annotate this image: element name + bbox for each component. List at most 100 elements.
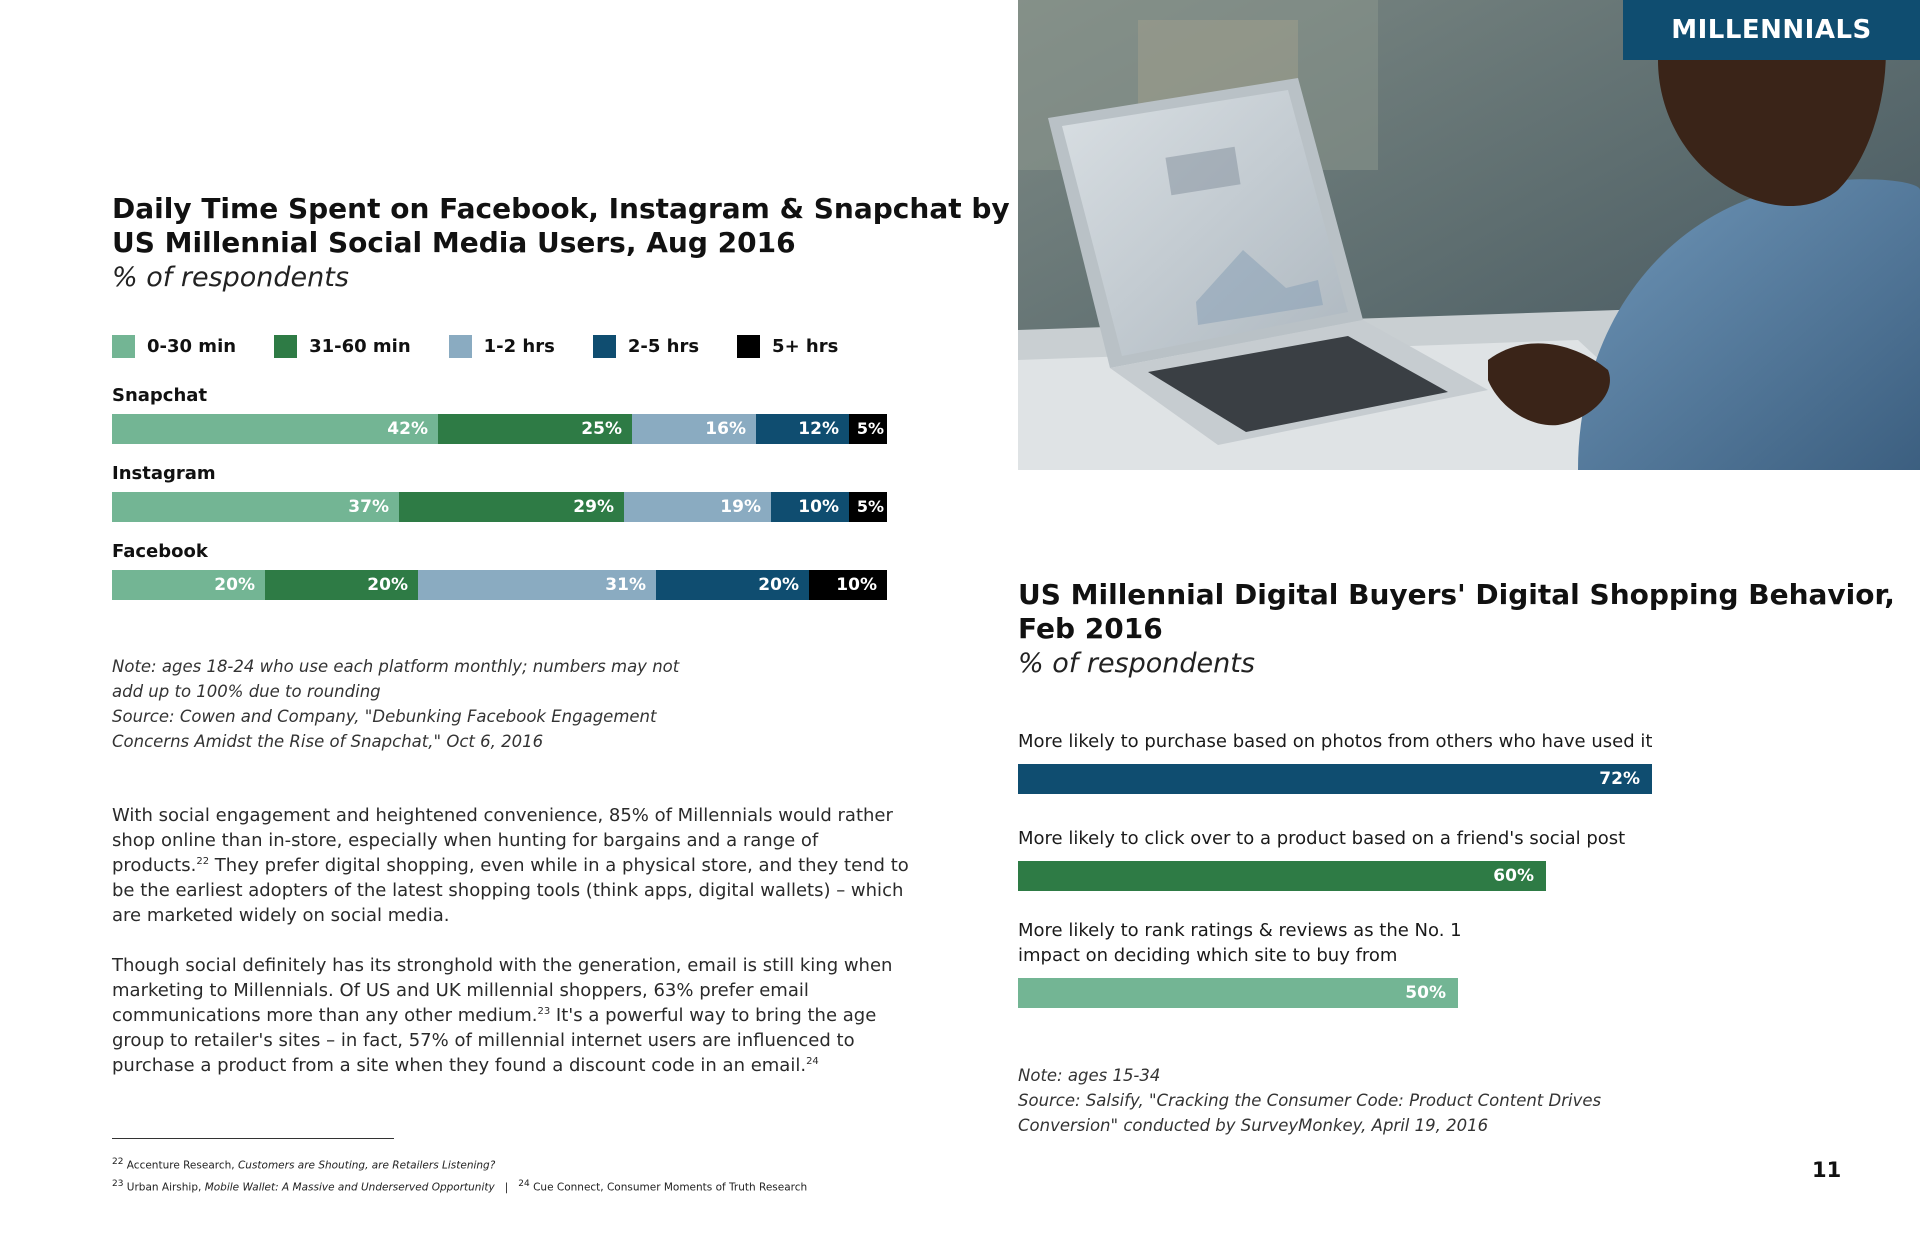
platform-label-snapchat: Snapchat — [112, 385, 208, 406]
footnote-separator: | — [504, 1181, 509, 1193]
behavior-label-friend-post: More likely to click over to a product b… — [1018, 826, 1625, 851]
behavior-value-ratings: 50% — [1405, 983, 1446, 1003]
behavior-bar-photos: 72% — [1018, 764, 1652, 794]
footnote-ref-22: 22 — [196, 856, 210, 867]
bar-segment-snapchat-5plus: 5% — [849, 414, 887, 444]
chart1-title-line2: US Millennial Social Media Users, Aug 20… — [112, 226, 796, 259]
legend-item-2-5: 2-5 hrs — [592, 335, 700, 358]
body-p2-mid: It's a powerful way to bring the age gro… — [112, 1005, 877, 1076]
platform-label-instagram: Instagram — [112, 463, 216, 484]
chart2-source-line1: Source: Salsify, "Cracking the Consumer … — [1018, 1091, 1602, 1110]
footnote-ref-23: 23 — [537, 1006, 551, 1017]
bar-segment-snapchat-31-60: 25% — [438, 414, 632, 444]
bar-value-label: 10% — [836, 575, 877, 595]
bar-segment-instagram-1-2: 19% — [624, 492, 771, 522]
footnote-num-24: 24 — [518, 1178, 530, 1189]
chart1-note: Note: ages 18-24 who use each platform m… — [112, 654, 679, 754]
bar-segment-snapchat-0-30: 42% — [112, 414, 438, 444]
bar-segment-instagram-0-30: 37% — [112, 492, 399, 522]
bar-value-label: 20% — [214, 575, 255, 595]
chart2-note: Note: ages 15-34 Source: Salsify, "Crack… — [1018, 1063, 1601, 1138]
chart1-subtitle: % of respondents — [112, 262, 349, 293]
bar-value-label: 20% — [758, 575, 799, 595]
bar-value-label: 5% — [856, 419, 884, 438]
bar-segment-facebook-5plus: 10% — [809, 570, 887, 600]
footnote-divider — [112, 1138, 394, 1139]
bar-segment-facebook-1-2: 31% — [418, 570, 656, 600]
legend-swatch-2-5 — [592, 335, 616, 358]
laptop-user-photo — [1018, 0, 1920, 470]
legend-swatch-1-2 — [448, 335, 472, 358]
chart2-title: US Millennial Digital Buyers' Digital Sh… — [1018, 578, 1895, 646]
chart2-source-line2: Conversion" conducted by SurveyMonkey, A… — [1018, 1116, 1489, 1135]
chart2-note-line: Note: ages 15-34 — [1018, 1066, 1161, 1085]
footnotes: 22 Accenture Research, Customers are Sho… — [112, 1153, 807, 1196]
behavior-value-friend-post: 60% — [1493, 866, 1534, 886]
platform-label-facebook: Facebook — [112, 541, 208, 562]
stacked-bar-snapchat: 42% 25% 16% 12% 5% — [112, 414, 887, 444]
bar-value-label: 5% — [856, 497, 884, 516]
section-badge: MILLENNIALS — [1623, 0, 1920, 60]
bar-value-label: 29% — [573, 497, 614, 517]
footnote-24-source: Cue Connect, Consumer Moments of Truth R… — [533, 1181, 808, 1193]
behavior-bar-friend-post: 60% — [1018, 861, 1546, 891]
bar-value-label: 10% — [798, 497, 839, 517]
footnote-23-title: Mobile Wallet: A Massive and Underserved… — [204, 1181, 495, 1193]
body-paragraph-2: Though social definitely has its strongh… — [112, 953, 912, 1078]
legend-label-31-60: 31-60 min — [309, 336, 411, 357]
footnote-22-title: Customers are Shouting, are Retailers Li… — [237, 1159, 496, 1172]
bar-segment-instagram-2-5: 10% — [771, 492, 849, 522]
stacked-bar-instagram: 37% 29% 19% 10% 5% — [112, 492, 887, 522]
page-number: 11 — [1812, 1158, 1842, 1182]
bar-value-label: 42% — [387, 419, 428, 439]
behavior-label-ratings: More likely to rank ratings & reviews as… — [1018, 918, 1462, 968]
behavior-label-ratings-line1: More likely to rank ratings & reviews as… — [1018, 920, 1462, 941]
behavior-value-photos: 72% — [1599, 769, 1640, 789]
bar-segment-facebook-2-5: 20% — [656, 570, 809, 600]
legend-swatch-5plus — [737, 335, 761, 358]
chart1-source-line1: Source: Cowen and Company, "Debunking Fa… — [112, 707, 657, 726]
behavior-label-ratings-line2: impact on deciding which site to buy fro… — [1018, 945, 1398, 966]
legend-item-5plus: 5+ hrs — [737, 335, 838, 358]
body-p1-rest: They prefer digital shopping, even while… — [112, 855, 909, 926]
laptop-user-illustration — [1018, 0, 1920, 470]
footnote-23-24: 23 Urban Airship, Mobile Wallet: A Massi… — [112, 1175, 807, 1197]
bar-value-label: 31% — [605, 575, 646, 595]
bar-segment-instagram-5plus: 5% — [849, 492, 887, 522]
legend-label-0-30: 0-30 min — [147, 336, 237, 357]
legend-swatch-31-60 — [274, 335, 298, 358]
chart2-subtitle: % of respondents — [1018, 648, 1255, 679]
legend-item-0-30: 0-30 min — [112, 335, 236, 358]
bar-segment-instagram-31-60: 29% — [399, 492, 624, 522]
bar-segment-facebook-31-60: 20% — [265, 570, 418, 600]
chart1-source-line2: Concerns Amidst the Rise of Snapchat," O… — [112, 732, 544, 751]
chart1-title: Daily Time Spent on Facebook, Instagram … — [112, 192, 1010, 260]
footnote-num-23: 23 — [112, 1178, 124, 1189]
bar-value-label: 37% — [348, 497, 389, 517]
body-paragraph-1: With social engagement and heightened co… — [112, 803, 912, 928]
legend-swatch-0-30 — [112, 335, 135, 358]
bar-segment-facebook-0-30: 20% — [112, 570, 265, 600]
footnote-num-22: 22 — [112, 1157, 124, 1167]
chart1-note-line1: Note: ages 18-24 who use each platform m… — [112, 657, 680, 676]
chart2-title-line2: Feb 2016 — [1018, 612, 1163, 645]
chart1-legend: 0-30 min 31-60 min 1-2 hrs 2-5 hrs 5+ hr… — [112, 335, 876, 358]
bar-value-label: 16% — [705, 419, 746, 439]
chart1-note-line2: add up to 100% due to rounding — [112, 682, 381, 701]
footnote-23-source: Urban Airship, — [126, 1181, 205, 1193]
legend-label-1-2: 1-2 hrs — [483, 336, 555, 357]
bar-value-label: 25% — [581, 419, 622, 439]
bar-value-label: 19% — [720, 497, 761, 517]
body-p2-text: Though social definitely has its strongh… — [112, 955, 893, 1026]
behavior-label-friend-post-line1: More likely to click over to a product b… — [1018, 828, 1626, 849]
footnote-22-source: Accenture Research, — [126, 1159, 238, 1172]
bar-value-label: 12% — [798, 419, 839, 439]
bar-segment-snapchat-2-5: 12% — [756, 414, 849, 444]
bar-segment-snapchat-1-2: 16% — [632, 414, 756, 444]
behavior-label-photos-line1: More likely to purchase based on photos … — [1018, 731, 1653, 752]
behavior-bar-ratings: 50% — [1018, 978, 1458, 1008]
legend-label-2-5: 2-5 hrs — [627, 336, 700, 357]
chart1-title-line1: Daily Time Spent on Facebook, Instagram … — [112, 192, 1010, 225]
footnote-ref-24: 24 — [806, 1056, 819, 1067]
body-p1-text: With social engagement and heightened co… — [112, 805, 893, 876]
